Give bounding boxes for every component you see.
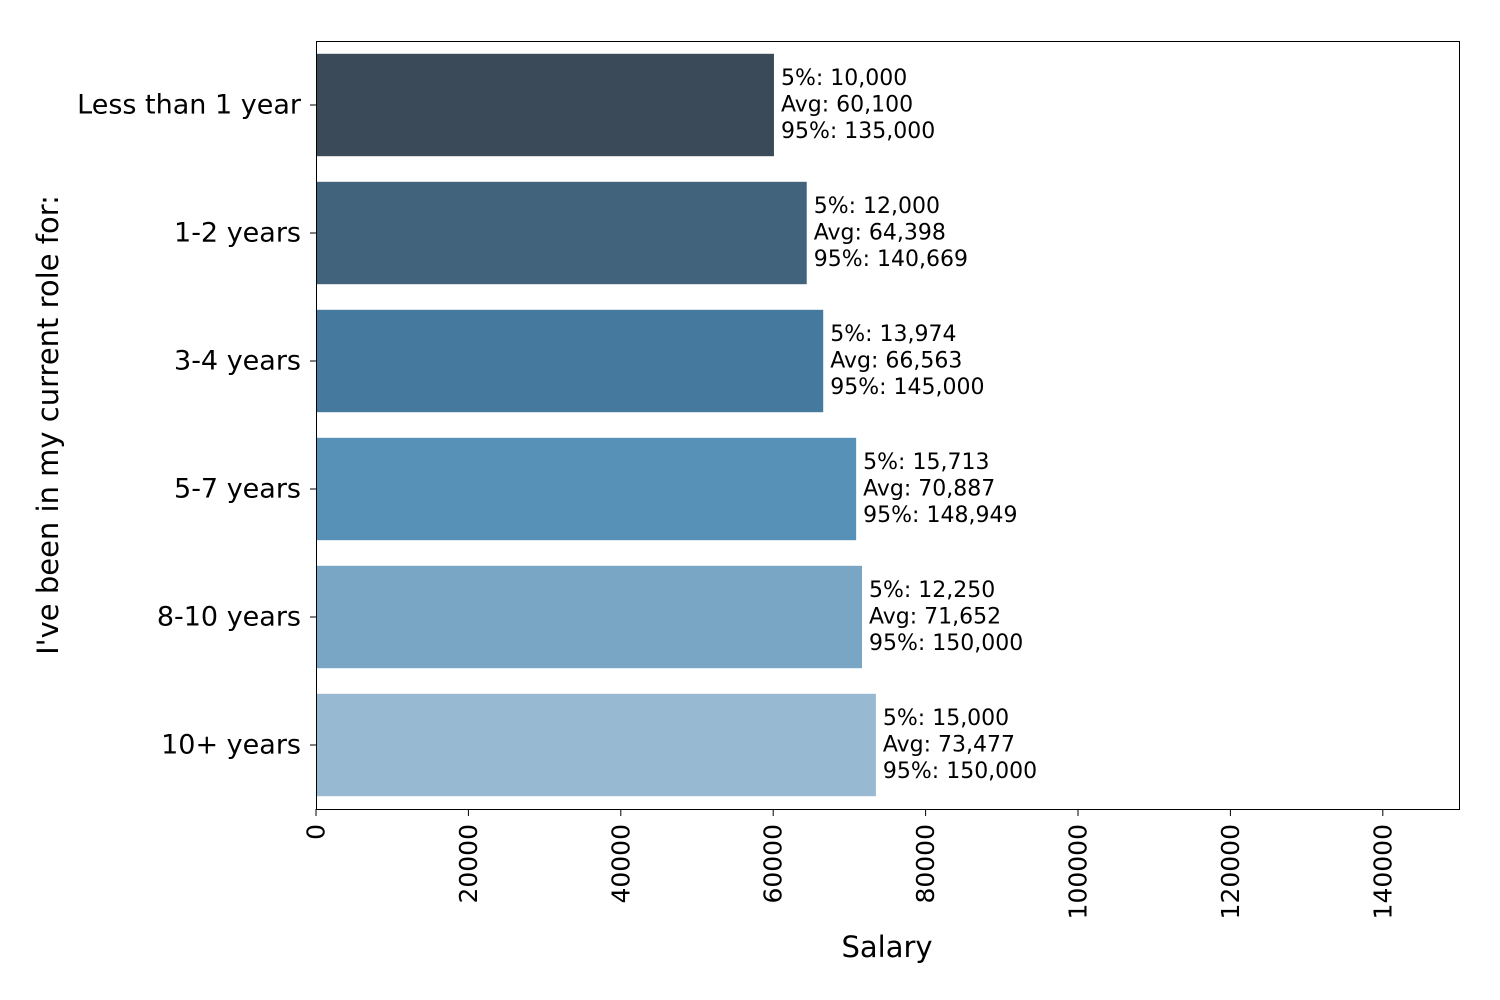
- bar: [316, 181, 807, 285]
- data-label: Avg: 66,563: [830, 349, 962, 374]
- plot-frame: [316, 41, 1460, 810]
- data-label: Avg: 71,652: [869, 605, 1001, 630]
- y-axis-title: I've been in my current role for:: [31, 195, 65, 655]
- data-label: 5%: 10,000: [781, 66, 907, 91]
- x-tick-label: 40000: [606, 824, 635, 904]
- data-label: 5%: 13,974: [830, 322, 956, 347]
- category-label: Less than 1 year: [77, 90, 302, 121]
- data-label: 5%: 12,250: [869, 578, 995, 603]
- data-label: Avg: 64,398: [814, 221, 946, 246]
- data-label: Avg: 73,477: [883, 733, 1015, 758]
- category-label: 10+ years: [161, 730, 301, 761]
- x-tick-label: 140000: [1368, 824, 1397, 919]
- data-label: 95%: 140,669: [814, 247, 968, 272]
- category-label: 1-2 years: [174, 218, 301, 249]
- category-label: 3-4 years: [174, 346, 301, 377]
- data-label: 95%: 148,949: [863, 503, 1017, 528]
- x-tick-label: 80000: [911, 824, 940, 904]
- bar: [316, 437, 857, 541]
- bar: [316, 309, 824, 413]
- bar: [316, 565, 862, 669]
- data-label: 95%: 135,000: [781, 119, 935, 144]
- data-label: 95%: 150,000: [883, 759, 1037, 784]
- x-tick-label: 20000: [454, 824, 483, 904]
- x-axis-title: Salary: [841, 930, 932, 964]
- data-label: 5%: 15,713: [863, 450, 989, 475]
- category-label: 8-10 years: [157, 602, 301, 633]
- bar-group: [316, 53, 876, 797]
- category-label: 5-7 years: [174, 474, 301, 505]
- data-label: 5%: 15,000: [883, 706, 1009, 731]
- x-tick-label: 0: [302, 824, 331, 840]
- y-axis: Less than 1 year 1-2 years 3-4 years 5-7 ye…: [77, 90, 316, 761]
- data-label: 5%: 12,000: [814, 194, 940, 219]
- bar: [316, 693, 876, 797]
- x-tick-label: 60000: [759, 824, 788, 904]
- x-axis: 0 20000 40000 60000 80000 100000 120000 140000: [302, 809, 1397, 919]
- bar: [316, 53, 774, 157]
- data-label: 95%: 145,000: [830, 375, 984, 400]
- x-tick-label: 120000: [1216, 824, 1245, 919]
- data-label: Avg: 70,887: [863, 477, 995, 502]
- data-label: Avg: 60,100: [781, 93, 913, 118]
- data-label: 95%: 150,000: [869, 631, 1023, 656]
- x-tick-label: 100000: [1064, 824, 1093, 919]
